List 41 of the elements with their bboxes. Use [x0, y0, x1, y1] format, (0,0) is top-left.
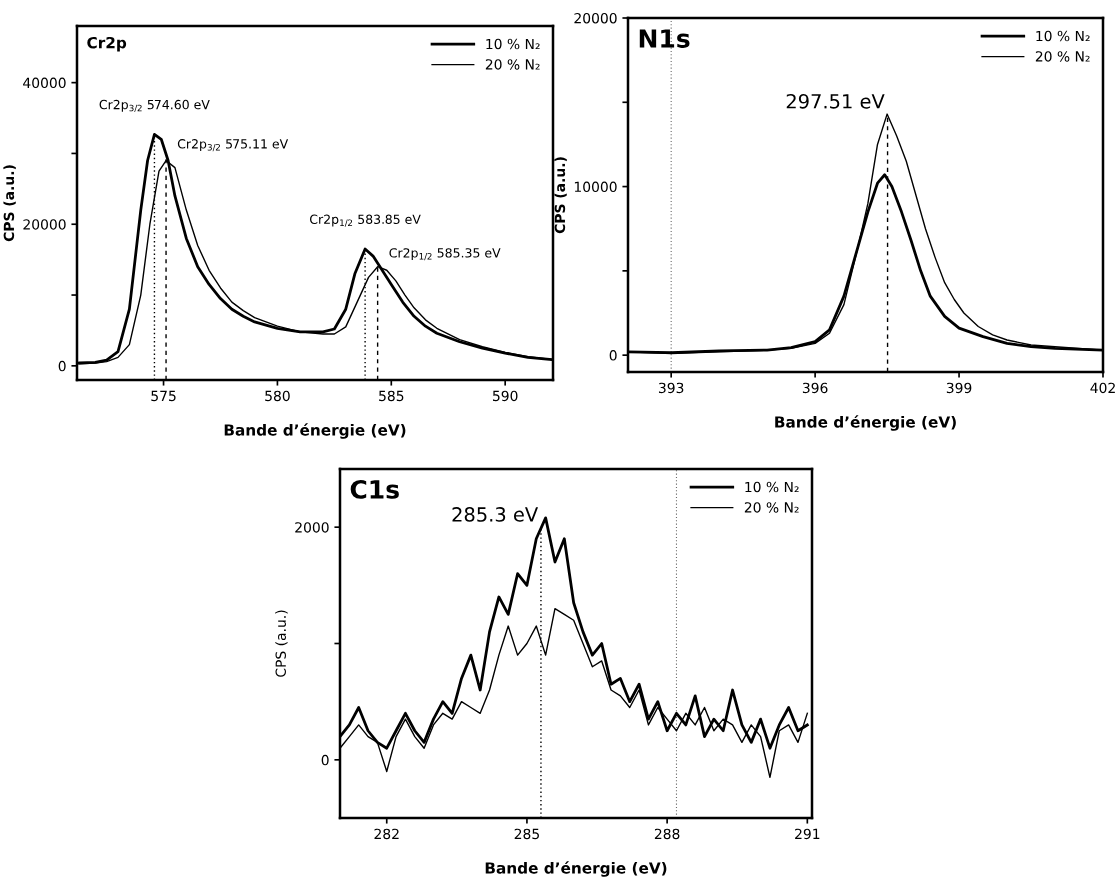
x-tick-label: 285 [514, 828, 539, 840]
legend-label: 10 % N₂ [486, 38, 540, 50]
legend-label: 10 % N₂ [1036, 30, 1090, 42]
y-tick-label: 20000 [23, 219, 66, 230]
x-tick-label: 288 [654, 828, 680, 840]
y-tick-label: 2000 [295, 522, 329, 533]
y-tick-label: 10000 [574, 181, 617, 193]
x-tick-label: 585 [379, 390, 404, 402]
x-tick-label: 393 [658, 382, 684, 394]
ref-line-label: Cr2p$_{1/2}$ 583.85 eV [309, 214, 421, 227]
chart-title: N1s [639, 29, 690, 48]
chart-title: C1s [350, 479, 399, 499]
y-tick-label: 40000 [23, 77, 66, 89]
y-tick-label: 0 [321, 754, 329, 766]
y-axis-title: CPS (a.u.) [554, 157, 567, 234]
x-tick-label: 282 [374, 828, 399, 840]
legend-label: 20 % N₂ [1035, 51, 1090, 62]
y-axis-title: CPS (a.u.) [3, 165, 16, 242]
legend-label: 10 % N₂ [745, 481, 799, 493]
x-axis-title: Bande d’énergie (eV) [224, 423, 406, 439]
x-axis-title: Bande d’énergie (eV) [775, 415, 956, 431]
legend-label: 20 % N₂ [744, 502, 799, 513]
ref-line-label: Cr2p$_{3/2}$ 575.11 eV [177, 139, 289, 152]
x-tick-label: 580 [265, 390, 290, 402]
y-axis-title: CPS (a.u.) [275, 610, 288, 677]
ref-line-label: Cr2p$_{1/2}$ 585.35 eV [389, 248, 501, 261]
x-tick-label: 590 [492, 390, 518, 402]
x-tick-label: 396 [802, 382, 828, 394]
x-tick-label: 291 [795, 828, 820, 840]
ref-line-label: 297.51 eV [786, 93, 885, 109]
y-tick-label: 0 [609, 350, 617, 361]
y-tick-label: 20000 [574, 12, 617, 24]
legend-label: 20 % N₂ [485, 59, 540, 70]
ref-line-label: Cr2p$_{3/2}$ 574.60 eV [99, 99, 210, 112]
x-axis-title: Bande d’énergie (eV) [485, 861, 667, 877]
y-tick-label: 0 [58, 360, 66, 372]
ref-line-label: 285.3 eV [452, 507, 539, 522]
text: Cr2p [87, 36, 127, 52]
x-tick-label: 575 [151, 390, 176, 402]
x-tick-label: 402 [1090, 382, 1115, 394]
x-tick-label: 399 [946, 382, 972, 394]
